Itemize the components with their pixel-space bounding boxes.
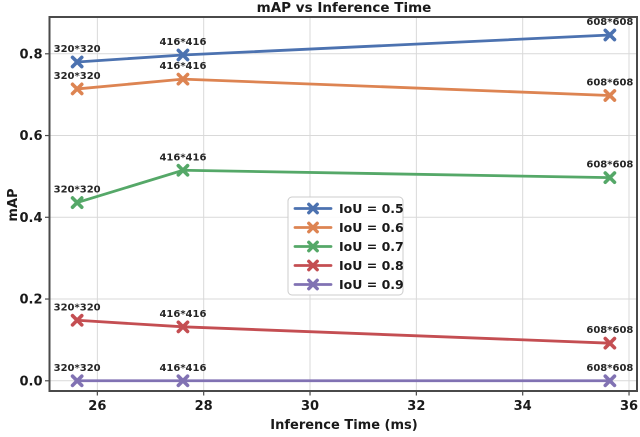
point-marker-iou-0.8	[70, 313, 84, 327]
y-tick-label: 0.0	[19, 374, 42, 389]
series-line-iou-0.5	[75, 33, 612, 64]
x-tick-label: 36	[620, 399, 638, 414]
legend-label: IoU = 0.8	[339, 258, 404, 273]
y-axis-label: mAP	[6, 188, 21, 222]
x-tick-label: 26	[88, 399, 106, 414]
x-tick-label: 28	[195, 399, 213, 414]
point-label-iou-0.9: 320*320	[54, 363, 101, 374]
point-label-iou-0.7: 320*320	[54, 185, 101, 196]
legend-marker	[307, 221, 319, 234]
series-line-iou-0.8	[75, 318, 612, 345]
point-marker-iou-0.7	[70, 196, 84, 209]
point-label-iou-0.7: 608*608	[586, 160, 633, 171]
point-marker-iou-0.9	[176, 374, 190, 388]
point-marker-iou-0.6	[176, 72, 190, 86]
point-marker-iou-0.5	[603, 28, 617, 42]
legend-marker	[307, 259, 319, 272]
point-label-iou-0.9: 416*416	[159, 363, 206, 374]
point-label-iou-0.8: 320*320	[54, 302, 101, 313]
point-marker-iou-0.9	[70, 374, 84, 388]
y-tick-label: 0.2	[19, 293, 42, 308]
y-tick-label: 0.8	[19, 47, 42, 62]
point-label-iou-0.7: 416*416	[159, 152, 206, 163]
legend-marker	[307, 278, 319, 291]
legend-label: IoU = 0.6	[339, 220, 404, 235]
point-label-iou-0.6: 416*416	[159, 61, 206, 72]
point-label-iou-0.5: 416*416	[159, 37, 206, 48]
point-label-iou-0.9: 608*608	[586, 363, 633, 374]
legend-label: IoU = 0.7	[339, 239, 404, 254]
point-marker-iou-0.7	[176, 163, 190, 177]
point-marker-iou-0.6	[603, 89, 617, 102]
y-tick-label: 0.4	[19, 211, 42, 226]
point-marker-iou-0.8	[176, 320, 190, 334]
chart-title: mAP vs Inference Time	[256, 0, 432, 16]
x-axis-label: Inference Time (ms)	[270, 418, 418, 433]
x-tick-label: 30	[301, 399, 319, 414]
point-marker-iou-0.5	[176, 48, 190, 62]
point-marker-iou-0.5	[70, 55, 84, 69]
legend-label: IoU = 0.5	[339, 201, 404, 216]
legend-marker	[307, 240, 319, 253]
point-label-iou-0.8: 416*416	[159, 309, 206, 320]
point-marker-iou-0.9	[603, 374, 617, 388]
legend-label: IoU = 0.9	[339, 277, 404, 292]
plot-border	[48, 16, 638, 392]
x-tick-label: 34	[514, 399, 532, 414]
legend-marker	[307, 202, 319, 215]
point-label-iou-0.6: 320*320	[54, 71, 101, 82]
point-label-iou-0.8: 608*608	[586, 325, 633, 336]
series-line-iou-0.6	[75, 77, 612, 97]
point-label-iou-0.6: 608*608	[586, 77, 633, 88]
point-marker-iou-0.7	[603, 171, 617, 185]
y-tick-label: 0.6	[19, 129, 42, 144]
point-label-iou-0.5: 608*608	[586, 17, 633, 28]
point-marker-iou-0.6	[70, 82, 84, 96]
point-label-iou-0.5: 320*320	[54, 44, 101, 55]
point-marker-iou-0.8	[603, 336, 617, 350]
x-tick-label: 32	[407, 399, 425, 414]
